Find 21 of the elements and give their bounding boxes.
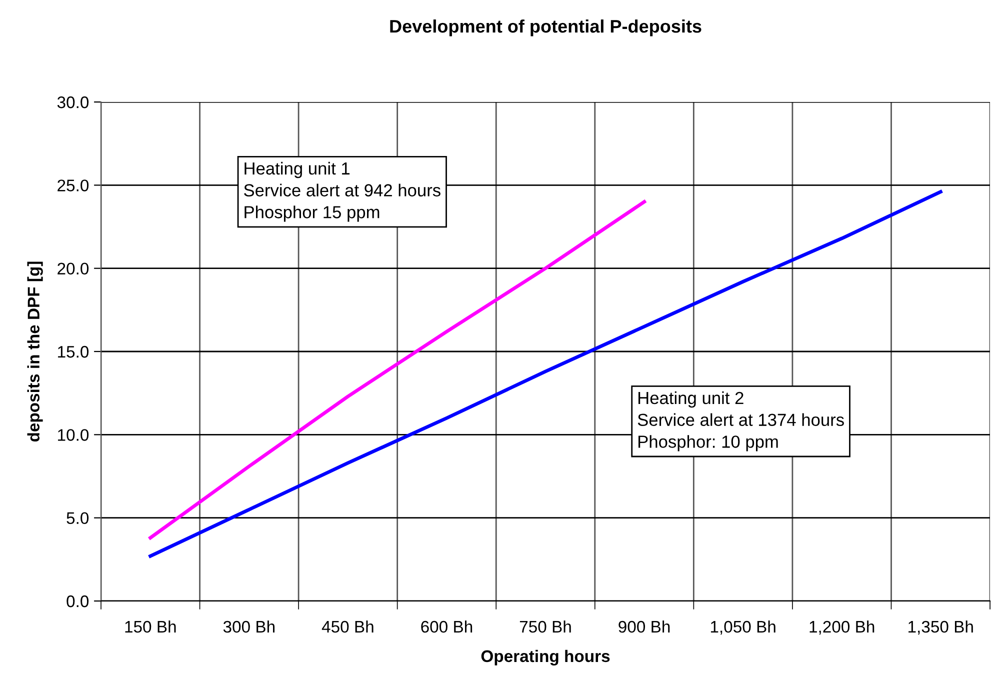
y-tick-label: 20.0: [58, 262, 89, 275]
y-tick-label: 0.0: [66, 595, 89, 608]
x-tick-label: 1,350 Bh: [908, 620, 973, 635]
y-tick-label: 10.0: [58, 429, 89, 441]
y-tick-label: 15.0: [58, 346, 89, 358]
x-tick-label: 1,050 Bh: [710, 620, 776, 635]
y-tick-label: 5.0: [66, 512, 89, 524]
x-tick-label: 900 Bh: [618, 620, 670, 633]
annotation: Heating unit 1 Service alert at 942 hours Phosphor 15 ppm: [244, 162, 440, 222]
x-tick-label: 600 Bh: [421, 620, 472, 633]
x-tick-label: 300 Bh: [223, 620, 274, 633]
y-tick-label: 25.0: [58, 180, 89, 192]
x-axis-title: Operating hours: [481, 650, 610, 666]
y-tick-label: 30.0: [57, 96, 89, 108]
x-tick-label: 150 Bh: [125, 620, 176, 633]
annotation: Heating unit 2 Service alert at 1374 hours Phosphor: 10 ppm: [638, 391, 844, 452]
y-axis-title: deposits in the DPF [g]: [27, 262, 43, 442]
x-tick-label: 1,200 Bh: [810, 620, 874, 635]
chart-title: Development of potential P-deposits: [390, 19, 702, 36]
x-tick-label: 450 Bh: [322, 620, 374, 633]
x-tick-label: 750 Bh: [520, 620, 571, 633]
